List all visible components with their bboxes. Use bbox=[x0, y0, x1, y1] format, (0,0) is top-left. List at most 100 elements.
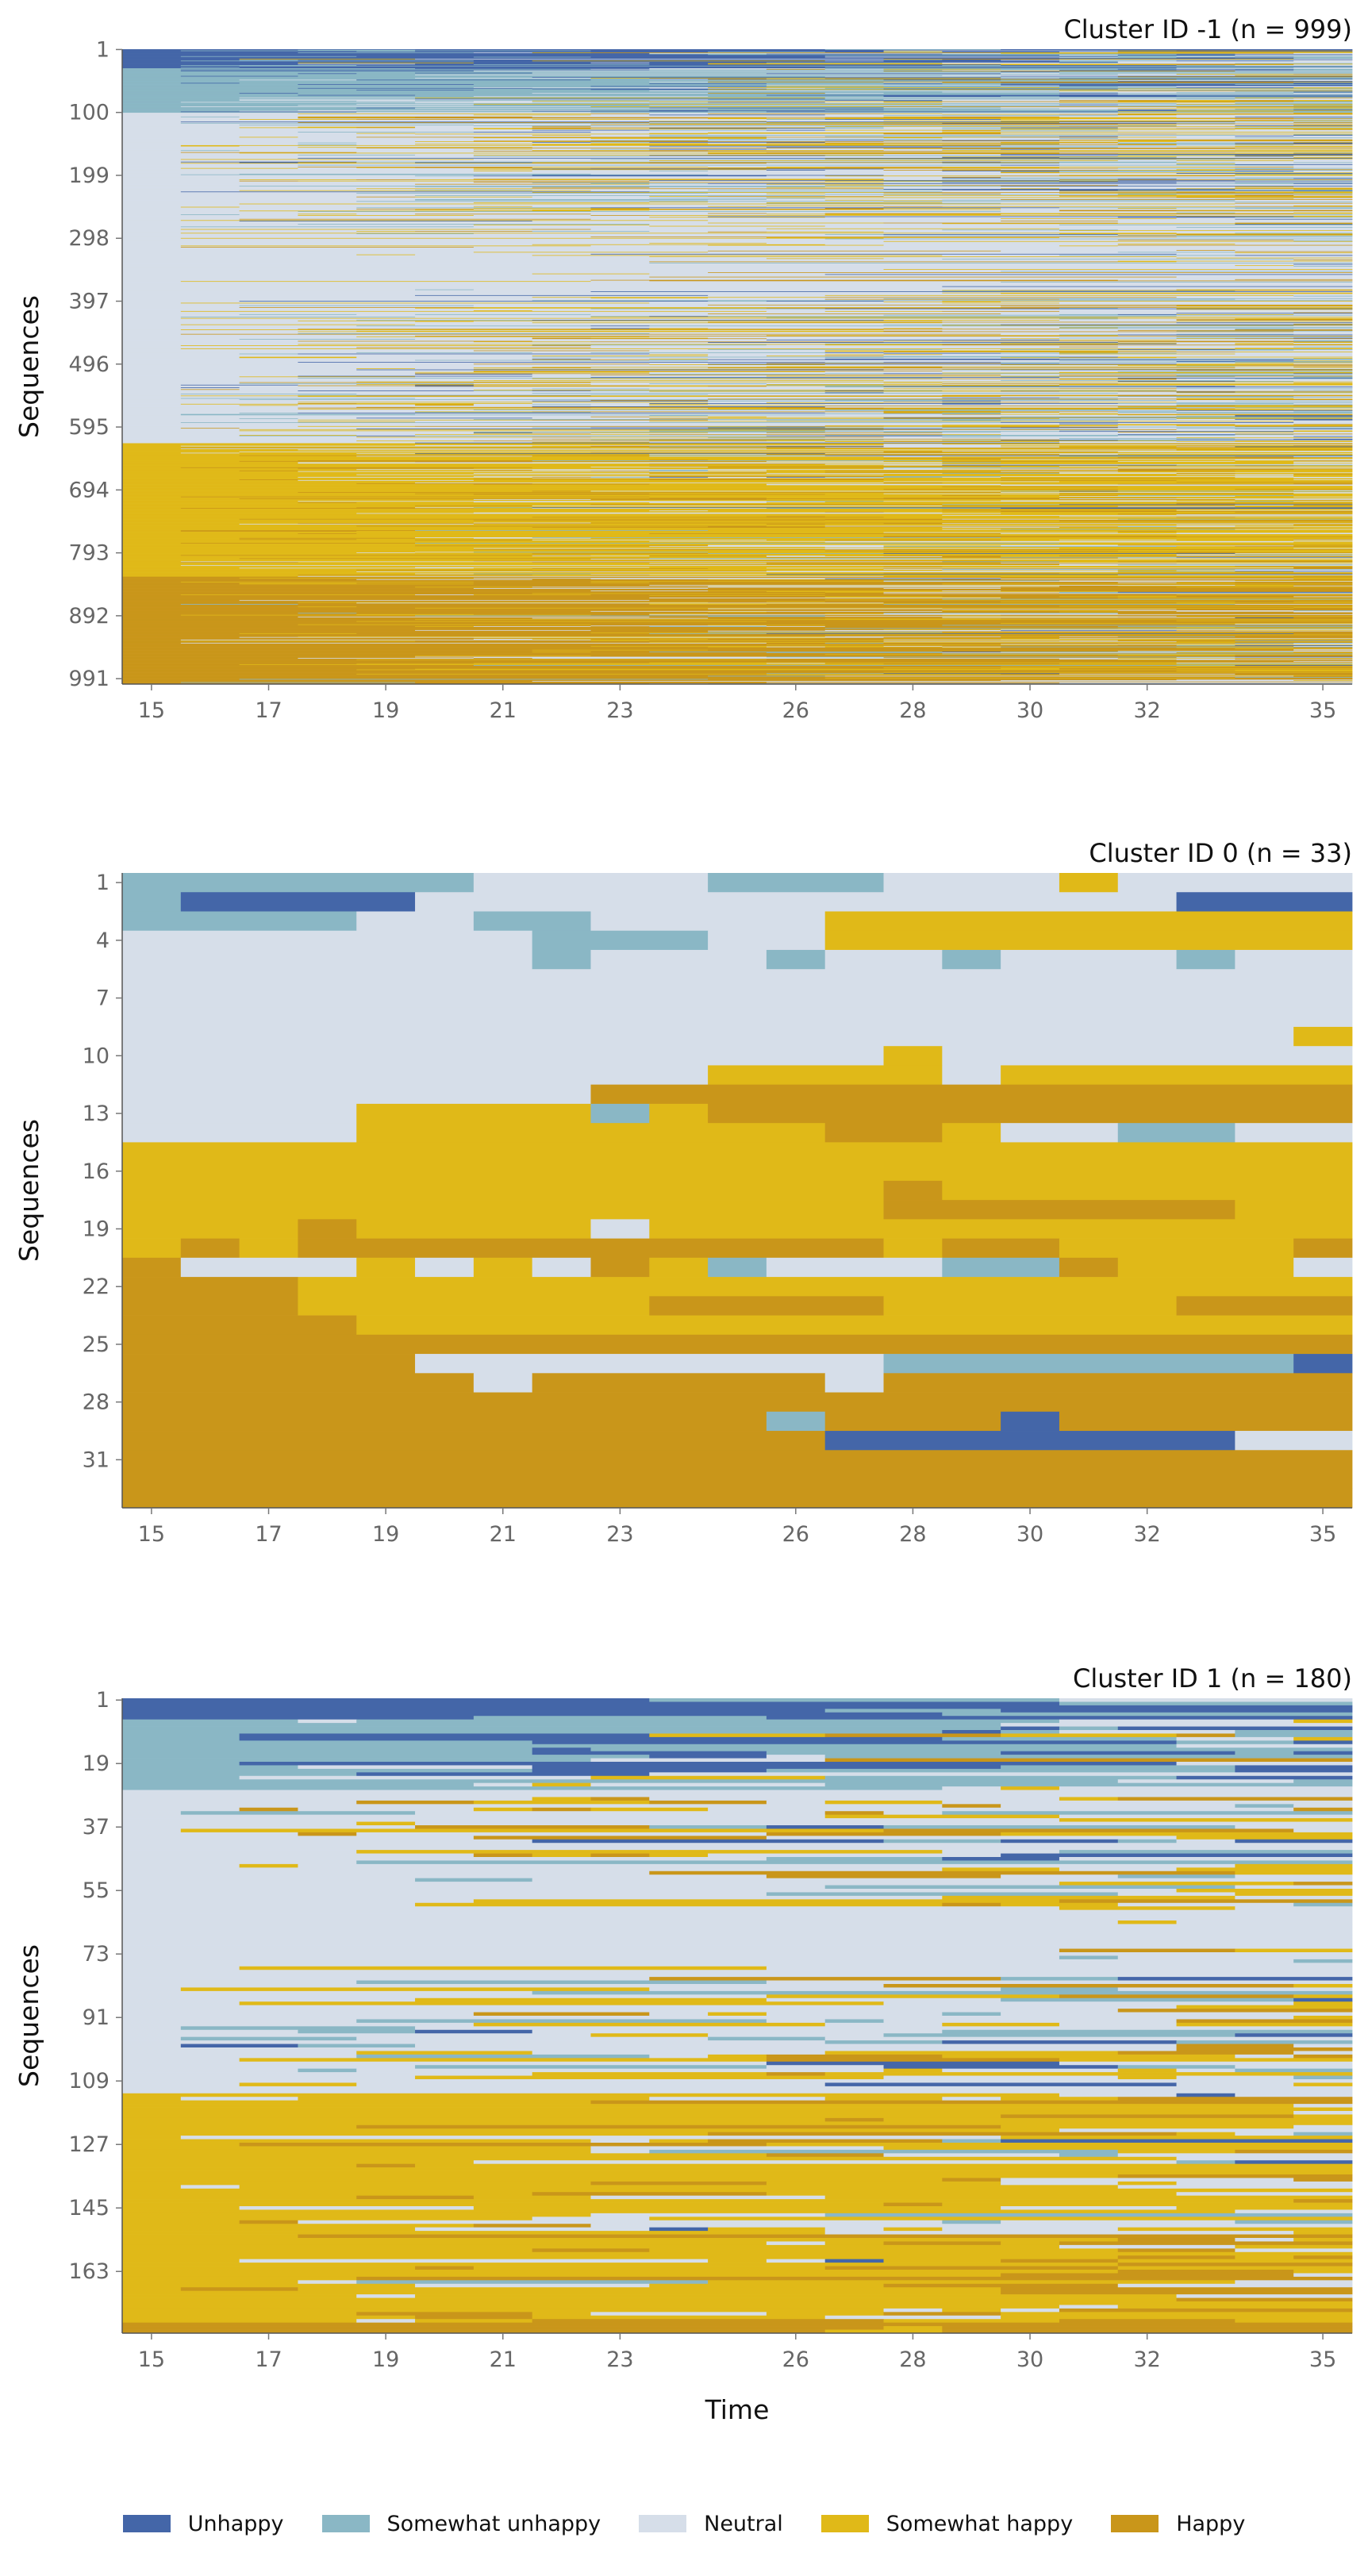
y-tick-label: 10 bbox=[83, 1044, 110, 1068]
cell bbox=[1235, 656, 1353, 658]
cell bbox=[1117, 2075, 1177, 2080]
cell bbox=[1117, 111, 1294, 113]
cell bbox=[883, 182, 943, 183]
cell bbox=[766, 1892, 1119, 1897]
cell bbox=[122, 461, 416, 463]
cell bbox=[122, 332, 1353, 333]
cell bbox=[122, 2043, 182, 2048]
cell bbox=[356, 403, 533, 405]
cell bbox=[883, 320, 1060, 321]
cell bbox=[1293, 160, 1353, 162]
cell bbox=[122, 509, 1353, 510]
cell bbox=[122, 213, 709, 214]
cell bbox=[122, 428, 182, 429]
cell bbox=[883, 237, 1353, 239]
cell bbox=[942, 322, 1177, 324]
cell bbox=[942, 413, 1001, 415]
cell bbox=[824, 413, 1001, 415]
cell bbox=[824, 2082, 1177, 2087]
cell bbox=[1001, 492, 1353, 494]
cell bbox=[122, 206, 182, 208]
cell bbox=[122, 1899, 475, 1904]
cell bbox=[298, 2220, 943, 2224]
cell bbox=[298, 378, 943, 379]
cell bbox=[122, 586, 416, 588]
cell bbox=[824, 2195, 1353, 2200]
cell bbox=[122, 207, 357, 209]
cell bbox=[473, 567, 767, 569]
cell bbox=[532, 352, 591, 354]
cell bbox=[1001, 169, 1177, 171]
cell bbox=[122, 409, 826, 412]
cell bbox=[1001, 508, 1353, 509]
cell bbox=[708, 625, 826, 626]
cell bbox=[122, 1747, 533, 1752]
cell bbox=[766, 363, 1001, 364]
cell bbox=[239, 339, 416, 340]
cell bbox=[356, 395, 591, 397]
cell bbox=[239, 353, 298, 355]
cell bbox=[1117, 2266, 1353, 2270]
cell bbox=[122, 892, 182, 912]
cell bbox=[590, 404, 1177, 406]
cell bbox=[532, 100, 650, 102]
cell bbox=[122, 546, 650, 548]
cell bbox=[122, 403, 298, 405]
cell bbox=[1117, 1987, 1353, 1992]
cell bbox=[122, 363, 475, 365]
cell bbox=[942, 617, 1235, 619]
cell bbox=[883, 428, 1177, 429]
cell bbox=[122, 145, 182, 147]
cell bbox=[532, 477, 884, 479]
cell bbox=[883, 133, 1001, 134]
cell bbox=[766, 2061, 1060, 2066]
cell bbox=[180, 345, 533, 347]
cell bbox=[824, 141, 1001, 144]
cell bbox=[298, 418, 650, 420]
cell bbox=[649, 353, 1060, 355]
cell bbox=[649, 418, 709, 420]
cell bbox=[298, 147, 533, 148]
cell bbox=[1059, 519, 1353, 521]
cell bbox=[122, 1450, 1353, 1470]
cell bbox=[590, 325, 650, 327]
cell bbox=[122, 167, 182, 169]
cell bbox=[942, 468, 1001, 470]
cell bbox=[122, 444, 416, 447]
cell bbox=[1176, 610, 1353, 613]
cell bbox=[122, 390, 298, 392]
cell bbox=[1293, 59, 1353, 60]
cell bbox=[1059, 384, 1353, 386]
cell bbox=[590, 626, 650, 628]
cell bbox=[415, 607, 1294, 609]
cell bbox=[883, 2202, 943, 2207]
cell bbox=[122, 1836, 475, 1840]
cell bbox=[708, 199, 826, 201]
cell bbox=[824, 125, 1060, 128]
cell bbox=[766, 611, 1060, 613]
cell bbox=[122, 1934, 1353, 1939]
cell bbox=[298, 479, 475, 482]
cell bbox=[415, 102, 1353, 104]
cell bbox=[532, 393, 1119, 394]
cell bbox=[122, 314, 884, 316]
x-tick-label: 19 bbox=[372, 2347, 399, 2372]
cell bbox=[942, 1730, 1001, 1734]
cell bbox=[122, 338, 533, 340]
cell bbox=[122, 467, 298, 469]
cell bbox=[356, 325, 591, 327]
cell bbox=[298, 353, 650, 355]
cell bbox=[415, 892, 1177, 912]
cell bbox=[1176, 256, 1353, 258]
cell bbox=[532, 680, 1353, 682]
cell bbox=[1001, 618, 1353, 620]
cell bbox=[532, 93, 709, 94]
cell bbox=[180, 403, 475, 405]
cell bbox=[1059, 307, 1119, 310]
cell bbox=[942, 1811, 1353, 1816]
cell bbox=[122, 199, 416, 201]
cell bbox=[239, 136, 298, 138]
cell bbox=[824, 1373, 884, 1393]
cell bbox=[122, 186, 416, 188]
cell bbox=[1001, 578, 1294, 579]
